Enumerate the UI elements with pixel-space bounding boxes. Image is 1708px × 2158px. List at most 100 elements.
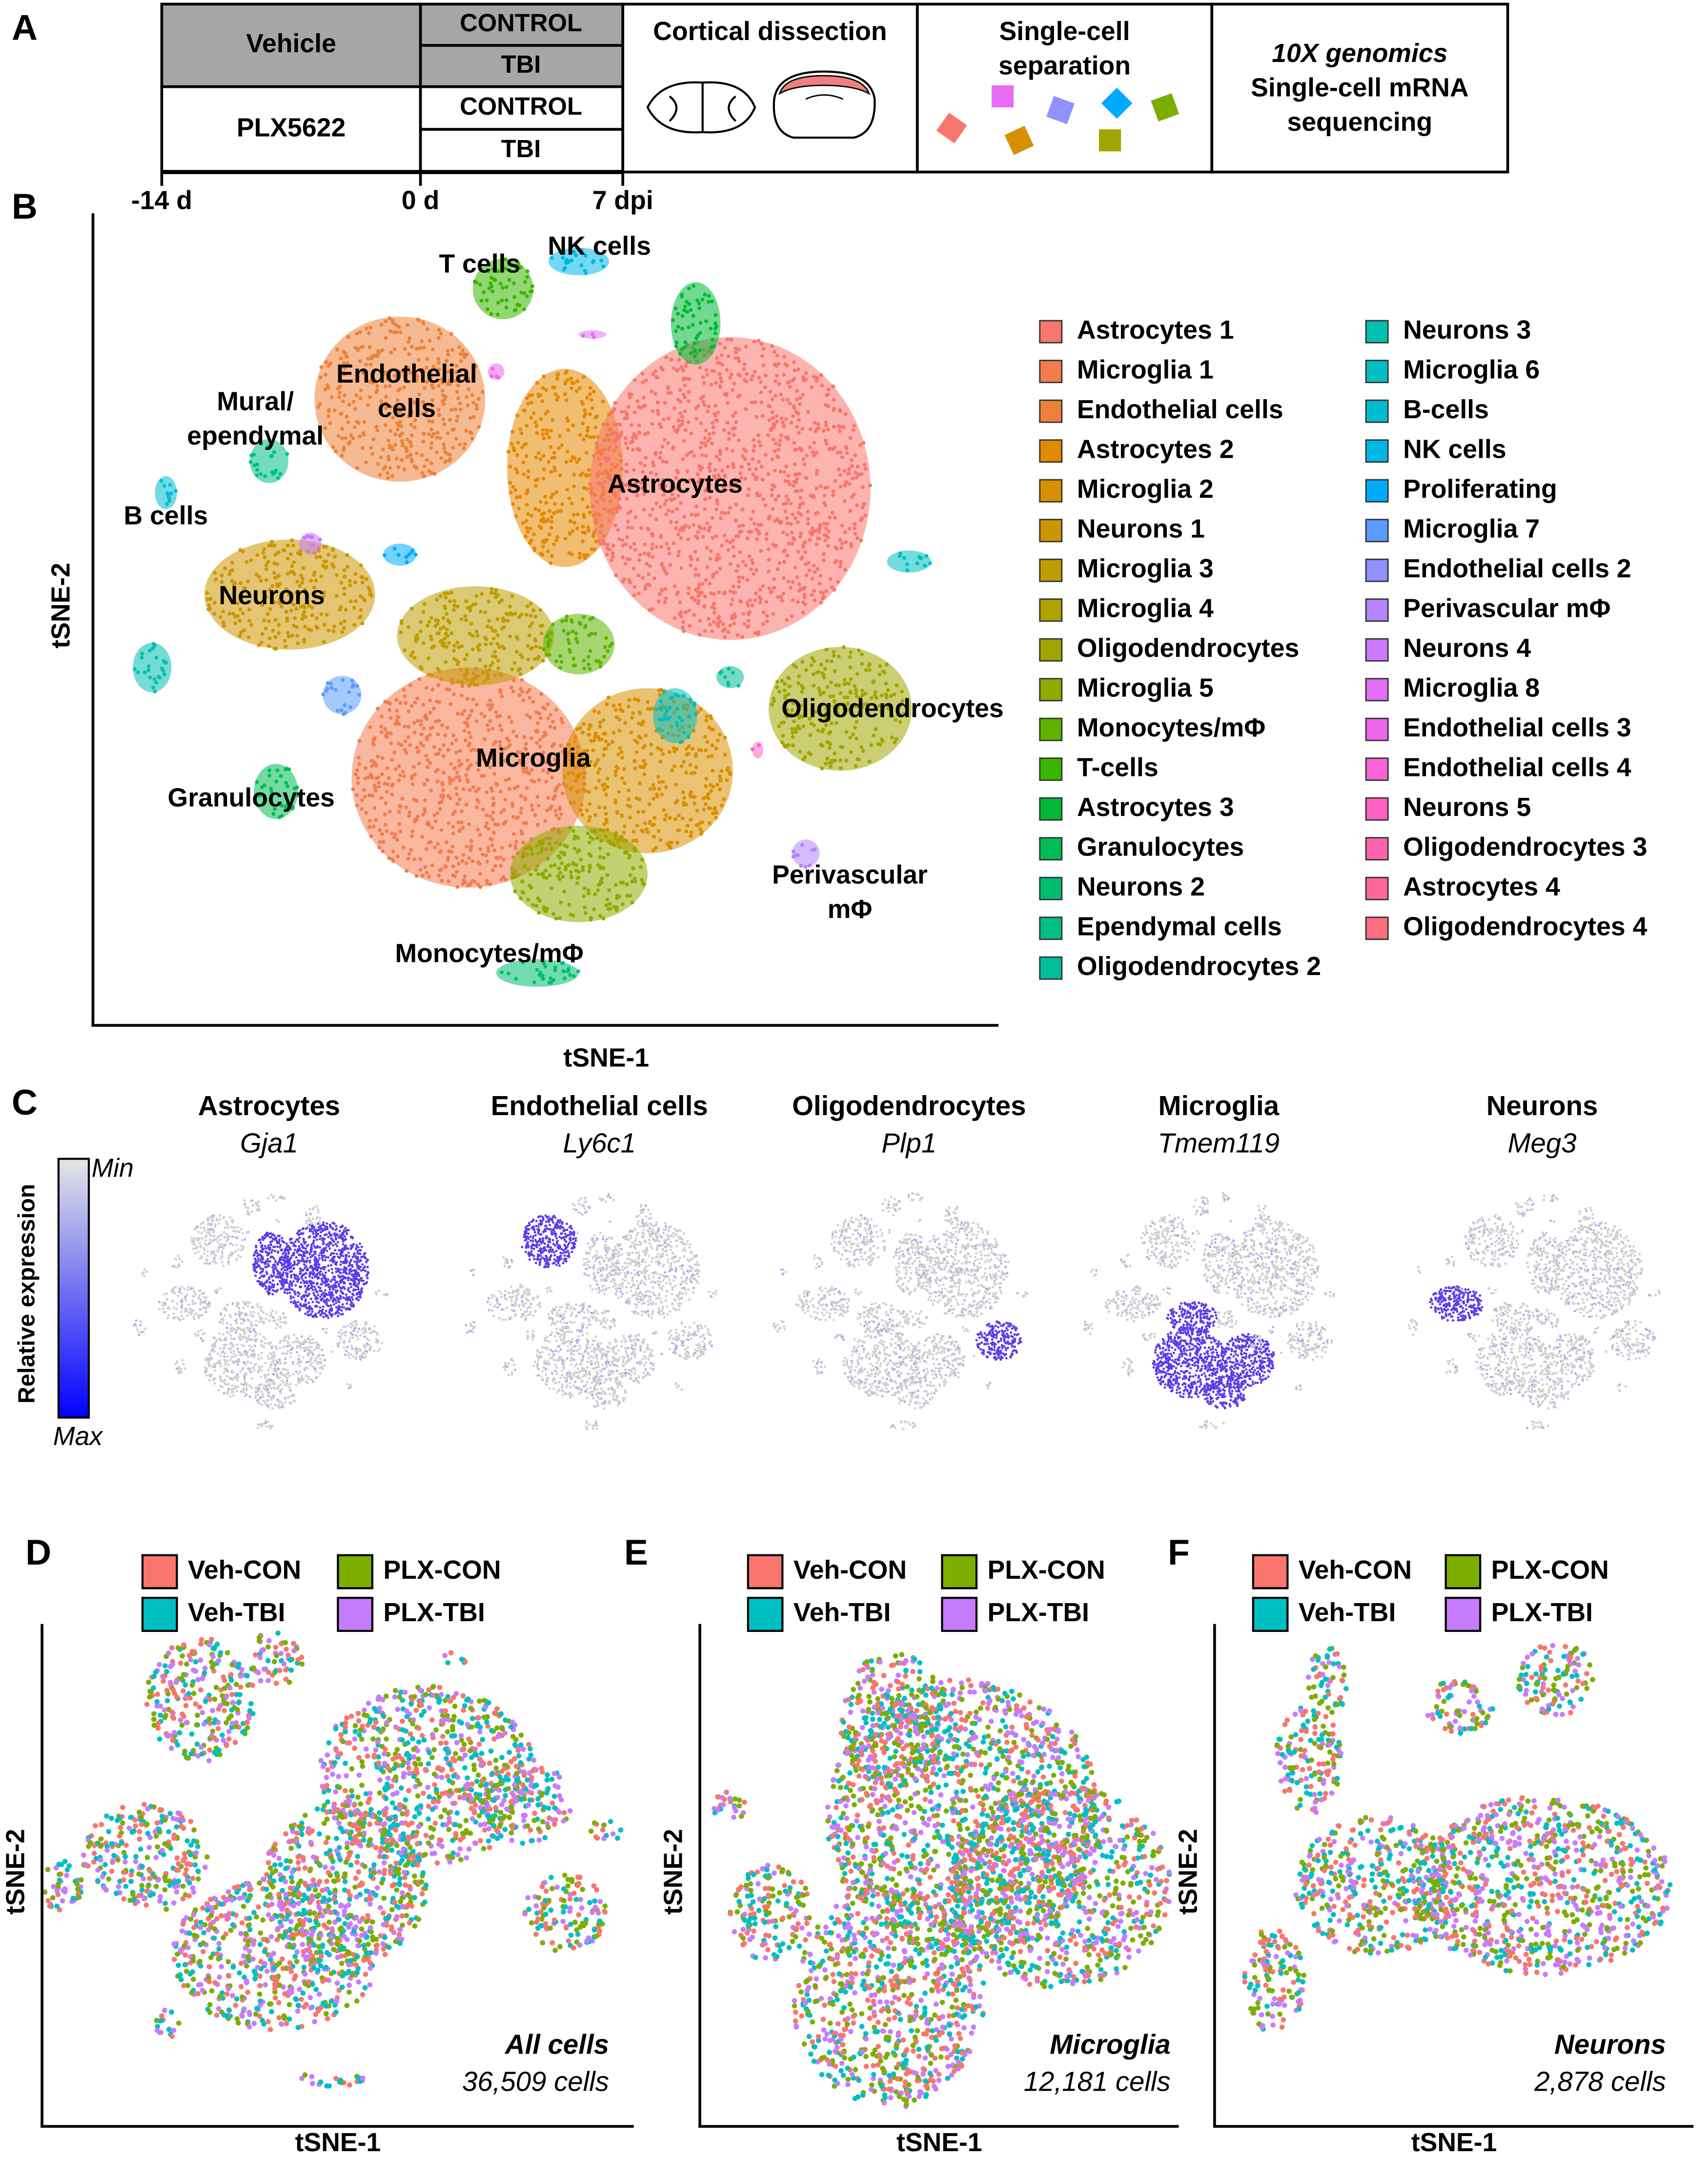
cell-dot	[425, 847, 428, 851]
cell-dot	[488, 719, 492, 723]
cell-dot	[370, 759, 374, 763]
cell-dot	[390, 793, 394, 796]
cell-dot	[524, 797, 528, 801]
cell-dot	[428, 698, 432, 702]
cell-dot	[560, 720, 564, 724]
brain-icon	[648, 82, 755, 133]
cell-dot	[819, 663, 823, 667]
cell-dot	[466, 716, 470, 720]
cell-dot	[377, 781, 381, 785]
cell-dot	[803, 755, 807, 759]
cell-dot	[800, 660, 804, 664]
cell-dot	[364, 776, 367, 780]
cell-dot	[456, 712, 460, 715]
cell-dot	[420, 835, 424, 839]
cell-dot	[537, 778, 541, 782]
cell-dot	[825, 757, 829, 761]
cell-dot	[445, 840, 448, 844]
cell-dot	[882, 671, 886, 674]
cell-dot	[781, 734, 785, 738]
cell-dot	[488, 837, 492, 841]
cell-dot	[435, 700, 439, 704]
cell-dot	[478, 872, 482, 875]
cell-dot	[854, 736, 858, 740]
cell-dot	[386, 766, 389, 770]
cell-dot	[410, 830, 414, 834]
timeline-label: 7 dpi	[592, 186, 653, 215]
cell-dot	[775, 680, 779, 684]
cell-dot	[430, 826, 434, 830]
cell-dot	[412, 765, 416, 769]
cell-dot	[362, 788, 366, 792]
cell-dot	[447, 879, 450, 883]
cell-dot	[468, 731, 471, 735]
cell-dot	[554, 708, 558, 712]
cell-dot	[408, 683, 412, 687]
cell-dot	[559, 717, 563, 721]
cell-dot	[664, 785, 668, 789]
cell-dot	[480, 774, 484, 778]
cell-dot	[461, 859, 465, 863]
cell-dot	[790, 727, 794, 731]
cell-dot	[425, 717, 428, 721]
cell-dot	[412, 857, 416, 861]
cell-dot	[777, 724, 781, 728]
cell-dot	[519, 794, 523, 798]
cell-dot	[415, 696, 419, 700]
cell-dot	[503, 797, 507, 801]
cell-dot	[419, 723, 423, 727]
cell-dot	[474, 719, 478, 723]
cell-dot	[842, 645, 846, 649]
cell-dot	[405, 751, 408, 755]
cell-dot	[498, 724, 502, 728]
cell-dot	[514, 840, 518, 844]
cell-dot	[538, 738, 542, 742]
cell-dot	[425, 871, 428, 875]
cell-dot	[512, 832, 516, 836]
cell-dot	[839, 745, 843, 749]
step-text: sequencing	[1287, 107, 1433, 137]
cell-dot	[794, 730, 798, 734]
cell-dot	[436, 779, 440, 783]
cell-dot	[848, 655, 852, 659]
cell-dot	[783, 689, 787, 692]
cell-dot	[383, 727, 387, 731]
cell-dot	[508, 844, 512, 848]
cell-dot	[467, 744, 470, 748]
cell-dot	[355, 768, 359, 772]
cell-dot	[834, 759, 837, 763]
cell-dot	[432, 707, 436, 711]
cell-dot	[418, 677, 422, 681]
cell-dot	[857, 757, 861, 761]
cell-dot	[522, 821, 526, 825]
cell-dot	[413, 701, 417, 705]
cell-dot	[772, 696, 775, 700]
cell-dot	[860, 689, 864, 692]
cell-dot	[502, 857, 506, 861]
cell-dot	[874, 727, 878, 731]
cell-dot	[422, 727, 426, 731]
cell-dot	[440, 828, 444, 832]
cell-dot	[825, 648, 829, 651]
cell-dot	[829, 730, 833, 734]
cell-dot	[424, 753, 428, 757]
cell-dot	[360, 798, 364, 802]
cell-dot	[447, 849, 451, 853]
cell-dot	[447, 748, 450, 752]
cell-dot	[407, 735, 410, 739]
cell-dot	[374, 818, 378, 822]
cell-dot	[507, 739, 511, 743]
cell-dot	[351, 787, 355, 791]
cell-dot	[385, 790, 389, 794]
cell-dot	[783, 682, 787, 686]
cell-dot	[798, 750, 802, 753]
cell-dot	[579, 808, 583, 812]
cell-dot	[398, 774, 402, 777]
cell-dot	[511, 815, 515, 819]
cell-dot	[417, 762, 421, 766]
cell-dot	[552, 726, 556, 730]
cell-dot	[869, 743, 873, 747]
cell-dot	[775, 685, 779, 689]
cell-dot	[828, 746, 832, 750]
cell-dot	[539, 692, 543, 696]
